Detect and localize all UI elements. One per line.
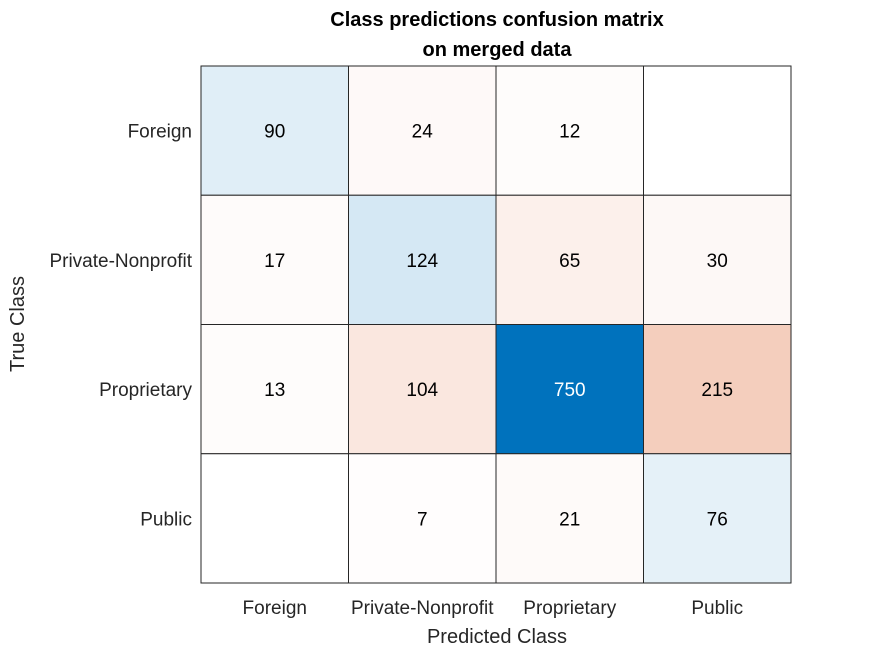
cell-value-label: 7 — [417, 509, 428, 530]
matrix-cell — [200, 65, 349, 196]
y-tick-label: Foreign — [128, 122, 192, 143]
cell-value-label: 65 — [559, 251, 580, 272]
cell-value-label: 750 — [554, 380, 586, 401]
matrix-cell — [643, 324, 792, 455]
matrix-cell — [200, 194, 349, 325]
matrix-cell — [348, 65, 497, 196]
cell-value-label: 12 — [559, 122, 580, 143]
cell-value-label: 124 — [406, 251, 438, 272]
y-axis-label: True Class — [7, 276, 29, 372]
matrix-cell — [200, 453, 349, 584]
x-tick-label: Private-Nonprofit — [351, 598, 494, 619]
y-tick-labels: Foreign Private-Nonprofit Proprietary Publi… — [49, 122, 192, 531]
matrix-cell — [495, 194, 644, 325]
cell-value-label: 104 — [406, 380, 438, 401]
matrix-cell — [643, 453, 792, 584]
matrix-cell — [348, 194, 497, 325]
chart-title-line-1: Class predictions confusion matrix — [330, 9, 663, 31]
cell-value-label: 76 — [707, 509, 728, 530]
cell-value-label: 30 — [707, 251, 728, 272]
x-tick-label: Foreign — [243, 598, 307, 619]
cell-value-label: 21 — [559, 509, 580, 530]
matrix-cell — [643, 65, 792, 196]
y-tick-label: Private-Nonprofit — [49, 251, 192, 272]
x-tick-label: Public — [691, 598, 743, 619]
cell-value-label: 17 — [264, 251, 285, 272]
matrix-cell — [348, 453, 497, 584]
cell-value-label: 215 — [701, 380, 733, 401]
x-tick-labels: Foreign Private-Nonprofit Proprietary Publi… — [243, 598, 744, 619]
x-tick-label: Proprietary — [523, 598, 616, 619]
matrix-cell — [495, 324, 644, 455]
chart-title-line-2: on merged data — [423, 39, 573, 61]
x-axis-label: Predicted Class — [427, 626, 567, 648]
cell-value-label: 90 — [264, 122, 285, 143]
y-tick-label: Public — [140, 509, 192, 530]
cell-value-label: 24 — [412, 122, 434, 143]
cell-value-label: 13 — [264, 380, 285, 401]
y-tick-label: Proprietary — [99, 380, 192, 401]
matrix-cell — [495, 453, 644, 584]
matrix-cells: 90 24 12 17 124 65 30 13 104 750 215 7 21 76 — [200, 65, 792, 584]
matrix-cell — [495, 65, 644, 196]
matrix-cell — [200, 324, 349, 455]
